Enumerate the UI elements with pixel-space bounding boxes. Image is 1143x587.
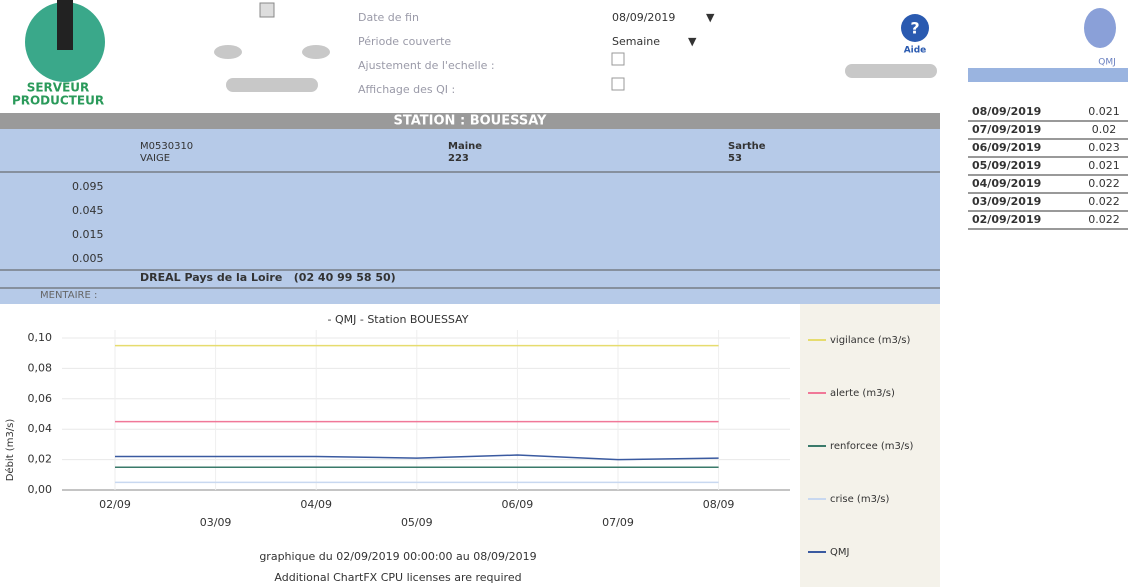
help-icon[interactable] xyxy=(901,14,929,42)
table-date: 06/09/2019 xyxy=(972,141,1041,154)
button[interactable] xyxy=(845,64,937,78)
table-value: 0.022 xyxy=(1088,213,1120,226)
table-date: 04/09/2019 xyxy=(972,177,1041,190)
chart-title: - QMJ - Station BOUESSAY xyxy=(328,313,469,326)
field-value[interactable]: Semaine xyxy=(612,35,660,48)
logo-text: SERVEUR xyxy=(27,81,90,95)
threshold-value: 0.005 xyxy=(72,252,104,265)
info-panel xyxy=(0,129,940,304)
field-label: Période couverte xyxy=(358,35,451,48)
table-value: 0.022 xyxy=(1088,177,1120,190)
dropdown-arrow: ▼ xyxy=(688,35,697,48)
logo-icon xyxy=(57,0,73,50)
threshold-value: 0.045 xyxy=(72,204,104,217)
y-tick-label: 0,06 xyxy=(28,392,53,405)
x-tick-label: 07/09 xyxy=(602,516,634,529)
chart-footer: graphique du 02/09/2019 00:00:00 au 08/0… xyxy=(259,550,536,563)
table-value: 0.023 xyxy=(1088,141,1120,154)
y-tick-label: 0,08 xyxy=(28,361,53,374)
help-mark: ? xyxy=(910,19,919,38)
legend-label: QMJ xyxy=(830,547,849,558)
info-value: 53 xyxy=(728,153,742,164)
table-date: 03/09/2019 xyxy=(972,195,1041,208)
help-label[interactable]: Aide xyxy=(904,46,927,56)
y-tick-label: 0,02 xyxy=(28,453,53,466)
x-tick-label: 08/09 xyxy=(703,498,735,511)
print-icon[interactable] xyxy=(259,2,275,18)
checkbox[interactable] xyxy=(611,77,625,91)
y-tick-label: 0,04 xyxy=(28,422,53,435)
y-tick-label: 0,00 xyxy=(28,483,53,496)
field-value[interactable]: 08/09/2019 xyxy=(612,11,675,24)
table-header xyxy=(968,68,1128,82)
station-bar xyxy=(0,113,940,129)
x-tick-label: 03/09 xyxy=(200,516,232,529)
checkbox[interactable] xyxy=(611,52,625,66)
field-label: Ajustement de l'echelle : xyxy=(358,59,495,72)
info-value: Maine xyxy=(448,141,482,152)
y-tick-label: 0,10 xyxy=(28,331,53,344)
station-title: STATION : BOUESSAY xyxy=(394,114,548,129)
info-value: VAIGE xyxy=(140,153,170,164)
threshold-value: 0.015 xyxy=(72,228,104,241)
table-date: 02/09/2019 xyxy=(972,213,1041,226)
legend-label: renforcee (m3/s) xyxy=(830,441,913,452)
comment-label: MENTAIRE : xyxy=(40,290,97,301)
button[interactable] xyxy=(214,45,242,59)
legend-label: crise (m3/s) xyxy=(830,494,890,505)
table-value: 0.021 xyxy=(1088,105,1120,118)
info-value: 223 xyxy=(448,153,469,164)
qmj-label: QMJ xyxy=(1098,58,1116,68)
y-axis-label: Débit (m3/s) xyxy=(4,419,16,482)
table-date: 07/09/2019 xyxy=(972,123,1041,136)
series-line xyxy=(115,454,719,461)
legend-label: vigilance (m3/s) xyxy=(830,335,910,346)
info-value: M0530310 xyxy=(140,141,193,152)
x-tick-label: 02/09 xyxy=(99,498,131,511)
dropdown-arrow: ▼ xyxy=(706,11,715,24)
table-date: 05/09/2019 xyxy=(972,159,1041,172)
chart-footer: Additional ChartFX CPU licenses are requ… xyxy=(274,571,521,584)
threshold-value: 0.095 xyxy=(72,180,104,193)
info-value: Sarthe xyxy=(728,141,766,152)
table-value: 0.022 xyxy=(1088,195,1120,208)
field-label: Affichage des QI : xyxy=(358,83,455,96)
x-tick-label: 06/09 xyxy=(502,498,534,511)
button[interactable] xyxy=(302,45,330,59)
table-value: 0.02 xyxy=(1092,123,1117,136)
x-tick-label: 05/09 xyxy=(401,516,433,529)
contact: DREAL Pays de la Loire (02 40 99 58 50) xyxy=(140,271,396,284)
logo-text: PRODUCTEUR xyxy=(12,94,104,108)
button[interactable] xyxy=(226,78,318,92)
chart-area xyxy=(0,304,800,587)
legend-label: alerte (m3/s) xyxy=(830,388,895,399)
table-value: 0.021 xyxy=(1088,159,1120,172)
table-date: 08/09/2019 xyxy=(972,105,1041,118)
x-tick-label: 04/09 xyxy=(300,498,332,511)
qmj-icon[interactable] xyxy=(1084,8,1116,48)
field-label: Date de fin xyxy=(358,11,419,24)
